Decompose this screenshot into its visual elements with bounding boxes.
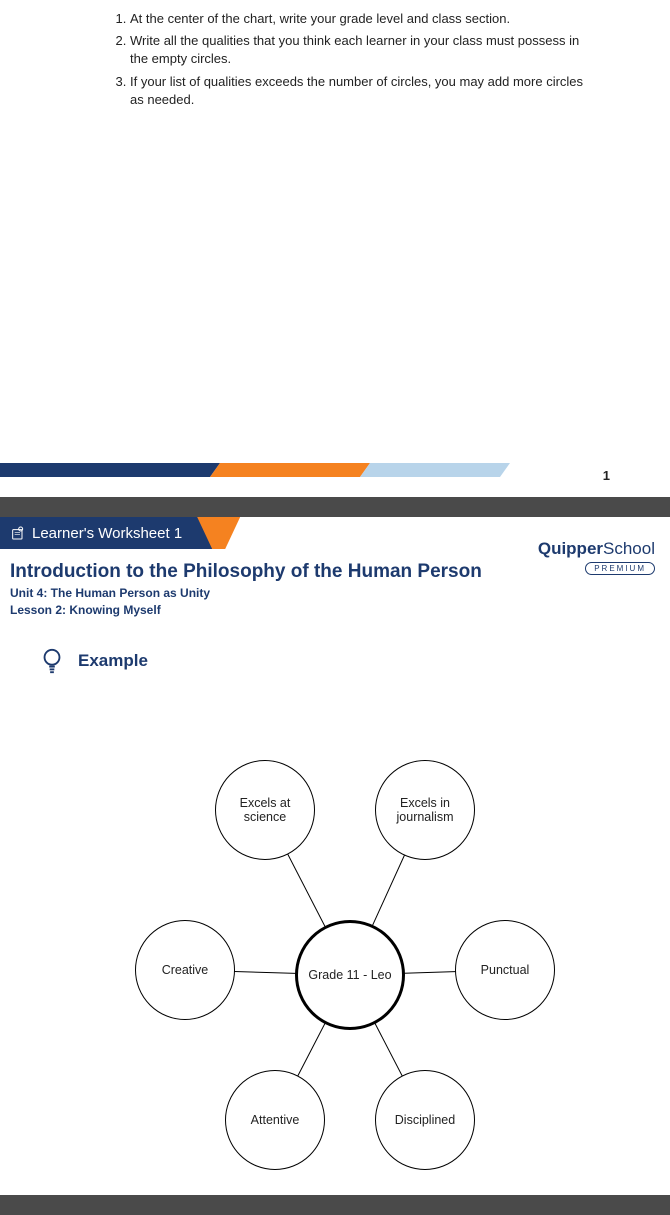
instructions-block: At the center of the chart, write your g… [0,0,670,109]
brand-name: QuipperSchool [538,539,655,559]
example-label: Example [78,651,148,671]
brand-bold: Quipper [538,539,603,558]
lightbulb-icon [40,647,64,675]
unit-line: Unit 4: The Human Person as Unity [0,585,670,602]
page-2: Learner's Worksheet 1 QuipperSchool PREM… [0,517,670,1195]
lesson-line: Lesson 2: Knowing Myself [0,602,670,619]
premium-badge: PREMIUM [585,562,655,575]
outer-node: Creative [135,920,235,1020]
instructions-list: At the center of the chart, write your g… [110,10,590,109]
outer-node: Excels in journalism [375,760,475,860]
outer-node: Attentive [225,1070,325,1170]
footer-stripe [0,463,670,477]
brand-rest: School [603,539,655,558]
ribbon-inner: Learner's Worksheet 1 [0,517,212,549]
outer-node: Disciplined [375,1070,475,1170]
instruction-item: If your list of qualities exceeds the nu… [130,73,590,109]
concept-map: Grade 11 - Leo Excels at science Excels in… [95,725,575,1165]
page-number: 1 [603,468,610,483]
brand-block: QuipperSchool PREMIUM [538,539,655,575]
stripe-segment-orange [210,463,370,477]
stripe-segment-navy [0,463,220,477]
center-node: Grade 11 - Leo [295,920,405,1030]
ribbon-label: Learner's Worksheet 1 [32,525,182,542]
outer-node: Punctual [455,920,555,1020]
example-heading: Example [40,647,670,675]
stripe-segment-light [360,463,510,477]
instruction-item: Write all the qualities that you think e… [130,32,590,68]
outer-node: Excels at science [215,760,315,860]
page-1: At the center of the chart, write your g… [0,0,670,497]
ribbon: Learner's Worksheet 1 [0,517,212,549]
worksheet-icon [10,525,26,541]
instruction-item: At the center of the chart, write your g… [130,10,590,28]
